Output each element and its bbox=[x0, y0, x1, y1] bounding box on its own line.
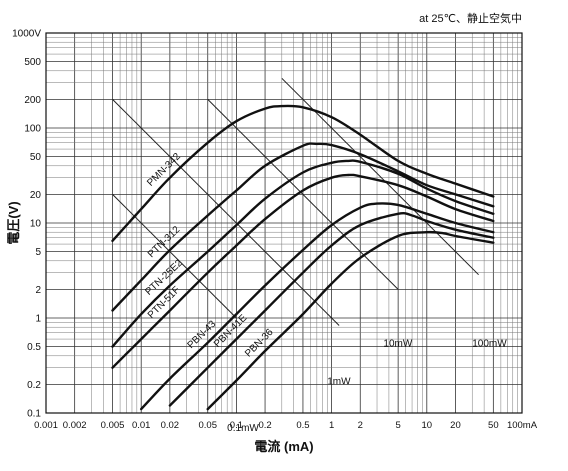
power-line-10mW bbox=[207, 99, 399, 290]
y-axis-title: 電圧(V) bbox=[6, 201, 21, 244]
x-tick-label: 2 bbox=[358, 420, 363, 431]
power-line-0.1mW bbox=[112, 194, 237, 319]
power-label-1mW: 1mW bbox=[327, 376, 351, 387]
y-tick-label: 2 bbox=[35, 285, 41, 296]
y-tick-label: 50 bbox=[30, 152, 42, 163]
series-curve-PBN-36 bbox=[206, 230, 495, 411]
series-curve-PBN-41E bbox=[168, 212, 495, 407]
power-label-0.1mW: 0.1mW bbox=[227, 423, 259, 434]
y-tick-label: 20 bbox=[30, 190, 42, 201]
x-axis-title: 電流 (mA) bbox=[254, 439, 313, 454]
x-tick-label: 100mA bbox=[507, 420, 538, 431]
x-tick-label: 0.002 bbox=[63, 420, 87, 431]
x-tick-label: 0.005 bbox=[101, 420, 125, 431]
x-tick-label: 0.001 bbox=[34, 420, 58, 431]
power-line-1mW bbox=[112, 99, 340, 326]
plot-frame bbox=[45, 32, 523, 414]
y-tick-label: 1 bbox=[35, 314, 41, 325]
series-curve-PMN-342 bbox=[111, 104, 495, 242]
x-tick-label: 0.05 bbox=[198, 420, 217, 431]
x-tick-label: 20 bbox=[450, 420, 461, 431]
x-tick-label: 1 bbox=[329, 420, 334, 431]
y-tick-label: 0.5 bbox=[27, 342, 41, 353]
x-axis-ticks: 0.001 0.002 0.005 0.01 0.02 0.05 0.1 0.2 0.5 1 2 5 1… bbox=[34, 420, 538, 431]
y-tick-label: 1000V bbox=[12, 29, 41, 40]
x-tick-label: 10 bbox=[422, 420, 433, 431]
y-tick-label: 100 bbox=[24, 124, 41, 135]
x-tick-label: 0.02 bbox=[161, 420, 180, 431]
y-tick-label: 200 bbox=[24, 95, 41, 106]
series-label-PBN-36: PBN-36 bbox=[243, 327, 276, 360]
grid bbox=[46, 33, 522, 413]
series-label-PBN-43: PBN-43 bbox=[186, 318, 219, 351]
x-tick-label: 50 bbox=[488, 420, 499, 431]
series-curve-PBN-43 bbox=[140, 202, 495, 411]
series-curve-PTN-312 bbox=[111, 142, 495, 312]
series-curve-PTN-25E2 bbox=[111, 159, 495, 348]
power-label-100mW: 100mW bbox=[472, 339, 507, 350]
y-tick-label: 10 bbox=[30, 219, 42, 230]
y-tick-label: 5 bbox=[35, 247, 41, 258]
y-tick-label: 500 bbox=[24, 57, 41, 68]
condition-label: at 25℃、静止空気中 bbox=[419, 11, 522, 25]
x-tick-label: 0.01 bbox=[132, 420, 151, 431]
y-tick-label: 0.2 bbox=[27, 380, 41, 391]
x-tick-label: 0.5 bbox=[296, 420, 309, 431]
y-axis-ticks: 0.1 0.2 0.5 1 2 5 10 20 50 100 200 500 1000V bbox=[12, 29, 41, 420]
x-tick-label: 5 bbox=[395, 420, 400, 431]
y-tick-label: 0.1 bbox=[27, 409, 41, 420]
x-tick-label: 0.2 bbox=[258, 420, 271, 431]
power-label-10mW: 10mW bbox=[383, 339, 412, 350]
x-tick-label: 0.1 bbox=[230, 420, 243, 431]
series-curve-PTN-51F bbox=[111, 173, 495, 369]
power-dissipation-lines: 100mW 10mW 1mW 0.1mW bbox=[112, 77, 507, 434]
